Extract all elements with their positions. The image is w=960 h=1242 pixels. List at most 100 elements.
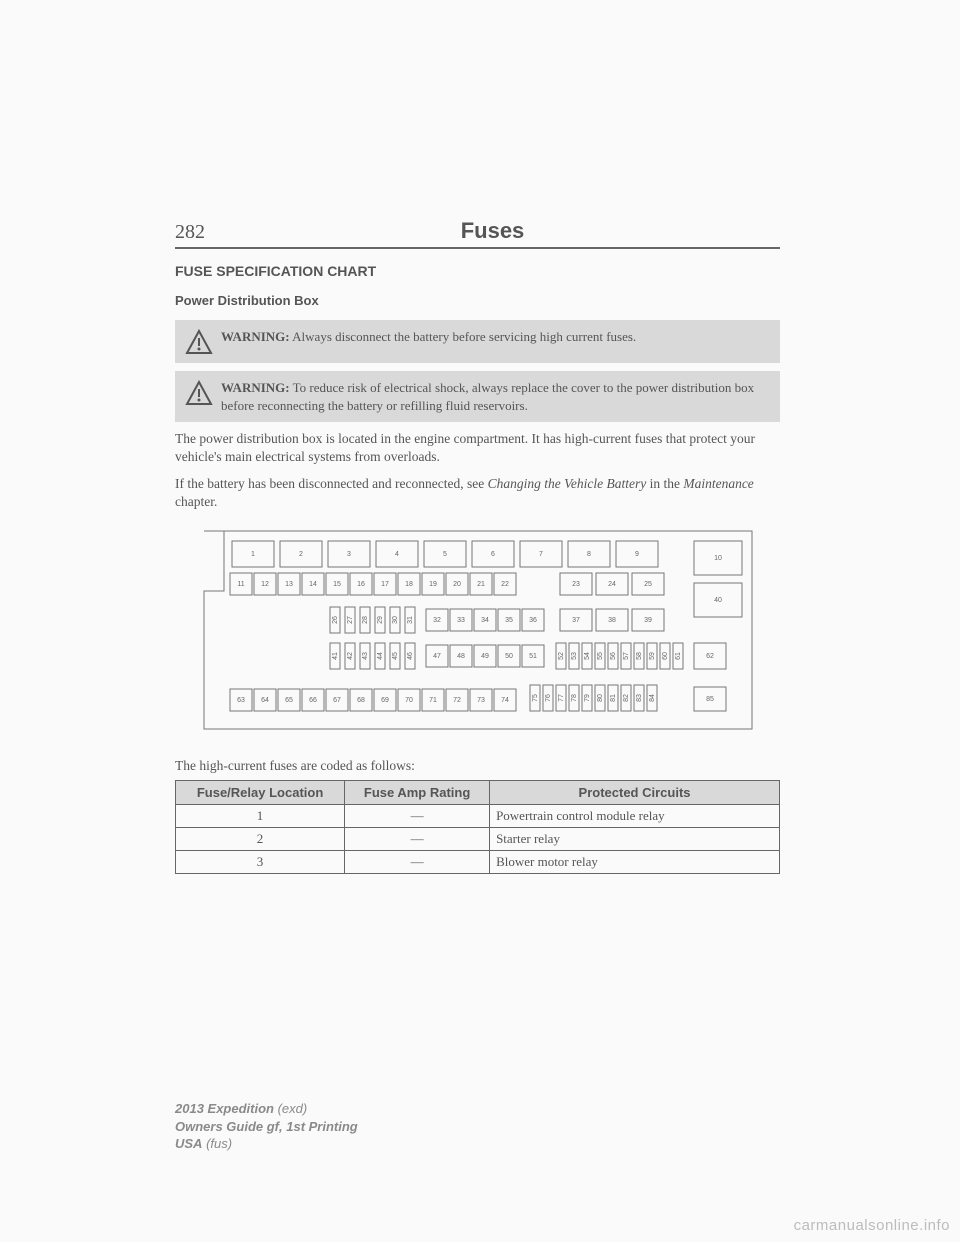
- th-circuits: Protected Circuits: [490, 780, 780, 804]
- svg-text:35: 35: [505, 617, 513, 624]
- svg-text:58: 58: [635, 652, 642, 660]
- svg-text:51: 51: [529, 653, 537, 660]
- svg-text:42: 42: [346, 652, 353, 660]
- svg-text:13: 13: [285, 581, 293, 588]
- svg-text:22: 22: [501, 581, 509, 588]
- svg-text:53: 53: [570, 652, 577, 660]
- svg-text:5: 5: [443, 551, 447, 558]
- svg-text:3: 3: [347, 551, 351, 558]
- svg-text:47: 47: [433, 653, 441, 660]
- svg-text:45: 45: [391, 652, 398, 660]
- svg-text:76: 76: [544, 694, 551, 702]
- svg-text:17: 17: [381, 581, 389, 588]
- table-caption: The high-current fuses are coded as foll…: [175, 758, 780, 774]
- page: 282 Fuses FUSE SPECIFICATION CHART Power…: [0, 0, 960, 1242]
- section-title: FUSE SPECIFICATION CHART: [175, 263, 780, 279]
- svg-text:31: 31: [406, 616, 413, 624]
- svg-text:38: 38: [608, 617, 616, 624]
- svg-text:44: 44: [376, 652, 383, 660]
- svg-text:68: 68: [357, 697, 365, 704]
- svg-text:15: 15: [333, 581, 341, 588]
- svg-text:64: 64: [261, 697, 269, 704]
- svg-text:60: 60: [661, 652, 668, 660]
- svg-text:39: 39: [644, 617, 652, 624]
- svg-text:25: 25: [644, 581, 652, 588]
- svg-text:74: 74: [501, 697, 509, 704]
- th-amp: Fuse Amp Rating: [345, 780, 490, 804]
- svg-text:72: 72: [453, 697, 461, 704]
- svg-text:50: 50: [505, 653, 513, 660]
- warning-icon: [185, 380, 213, 406]
- svg-text:19: 19: [429, 581, 437, 588]
- fuse-table: Fuse/Relay Location Fuse Amp Rating Prot…: [175, 780, 780, 874]
- warning-text: Always disconnect the battery before ser…: [290, 329, 637, 344]
- watermark: carmanualsonline.info: [794, 1217, 950, 1234]
- table-row: 1—Powertrain control module relay: [176, 804, 780, 827]
- svg-text:52: 52: [557, 652, 564, 660]
- svg-text:30: 30: [391, 616, 398, 624]
- svg-text:28: 28: [361, 616, 368, 624]
- svg-text:46: 46: [406, 652, 413, 660]
- chapter-title: Fuses: [205, 218, 780, 244]
- table-row: 3—Blower motor relay: [176, 850, 780, 873]
- fuse-box-svg: 1234567891011121314151617181920212223242…: [198, 525, 758, 735]
- svg-text:8: 8: [587, 551, 591, 558]
- svg-text:32: 32: [433, 617, 441, 624]
- svg-text:55: 55: [596, 652, 603, 660]
- svg-text:69: 69: [381, 697, 389, 704]
- svg-text:40: 40: [714, 597, 722, 604]
- fuse-diagram: 1234567891011121314151617181920212223242…: [198, 525, 758, 740]
- svg-text:18: 18: [405, 581, 413, 588]
- svg-text:21: 21: [477, 581, 485, 588]
- svg-text:12: 12: [261, 581, 269, 588]
- th-location: Fuse/Relay Location: [176, 780, 345, 804]
- svg-text:24: 24: [608, 581, 616, 588]
- svg-text:27: 27: [346, 616, 353, 624]
- page-footer: 2013 Expedition (exd) Owners Guide gf, 1…: [175, 1100, 358, 1153]
- paragraph-2: If the battery has been disconnected and…: [175, 475, 780, 511]
- warning-box-1: WARNING: Always disconnect the battery b…: [175, 320, 780, 363]
- svg-text:33: 33: [457, 617, 465, 624]
- content-area: 282 Fuses FUSE SPECIFICATION CHART Power…: [175, 218, 780, 874]
- svg-text:1: 1: [251, 551, 255, 558]
- svg-text:26: 26: [331, 616, 338, 624]
- warning-label: WARNING:: [221, 380, 290, 395]
- svg-text:78: 78: [570, 694, 577, 702]
- svg-text:43: 43: [361, 652, 368, 660]
- svg-text:83: 83: [635, 694, 642, 702]
- svg-text:4: 4: [395, 551, 399, 558]
- svg-text:80: 80: [596, 694, 603, 702]
- paragraph-1: The power distribution box is located in…: [175, 430, 780, 466]
- svg-text:56: 56: [609, 652, 616, 660]
- warning-icon: [185, 329, 213, 355]
- svg-text:6: 6: [491, 551, 495, 558]
- warning-text: To reduce risk of electrical shock, alwa…: [221, 380, 754, 413]
- svg-text:7: 7: [539, 551, 543, 558]
- svg-text:62: 62: [706, 653, 714, 660]
- svg-text:37: 37: [572, 617, 580, 624]
- svg-text:57: 57: [622, 652, 629, 660]
- svg-text:10: 10: [714, 555, 722, 562]
- svg-text:9: 9: [635, 551, 639, 558]
- svg-text:29: 29: [376, 616, 383, 624]
- svg-text:63: 63: [237, 697, 245, 704]
- subsection-title: Power Distribution Box: [175, 293, 780, 308]
- svg-text:77: 77: [557, 694, 564, 702]
- svg-text:16: 16: [357, 581, 365, 588]
- svg-text:36: 36: [529, 617, 537, 624]
- svg-text:82: 82: [622, 694, 629, 702]
- svg-text:54: 54: [583, 652, 590, 660]
- svg-text:61: 61: [674, 652, 681, 660]
- warning-box-2: WARNING: To reduce risk of electrical sh…: [175, 371, 780, 422]
- warning-label: WARNING:: [221, 329, 290, 344]
- page-header: 282 Fuses: [175, 218, 780, 249]
- svg-text:34: 34: [481, 617, 489, 624]
- svg-text:20: 20: [453, 581, 461, 588]
- svg-text:48: 48: [457, 653, 465, 660]
- svg-text:49: 49: [481, 653, 489, 660]
- svg-text:85: 85: [706, 696, 714, 703]
- svg-text:73: 73: [477, 697, 485, 704]
- table-row: 2—Starter relay: [176, 827, 780, 850]
- svg-text:67: 67: [333, 697, 341, 704]
- svg-text:59: 59: [648, 652, 655, 660]
